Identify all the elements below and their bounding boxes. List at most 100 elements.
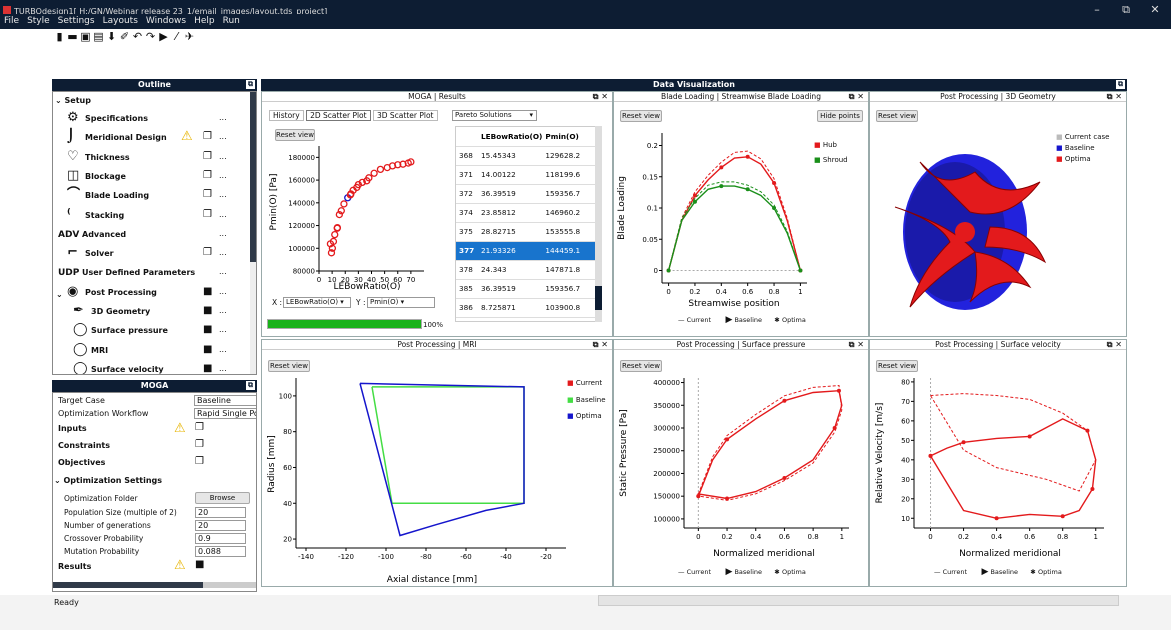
x-axis-select[interactable]: LEBowRatio(O) ▾	[283, 297, 351, 308]
menu-run[interactable]: Run	[222, 16, 240, 26]
open-folder-icon[interactable]: ▬	[67, 30, 78, 43]
pane-controls[interactable]: ⧉ ✕	[592, 340, 608, 349]
outline-item-thickness[interactable]: ♡ Thickness ❐...	[53, 149, 248, 168]
opt-settings-section[interactable]: ⌄ Optimization Settings	[54, 476, 163, 485]
reset-view-button[interactable]: Reset view	[620, 110, 662, 122]
stop-icon[interactable]: ⁄	[175, 30, 178, 43]
table-row[interactable]: 372 36.39519 159356.7	[456, 184, 596, 204]
workflow-select[interactable]: Rapid Single Point	[194, 408, 256, 419]
hide-points-button[interactable]: Hide points	[817, 110, 863, 122]
table-row[interactable]: 378 24.343 147871.8	[456, 260, 596, 280]
pane-controls[interactable]: ⧉ ✕	[1106, 92, 1122, 101]
more-button[interactable]: ...	[219, 306, 227, 315]
outline-item-specifications[interactable]: ⚙ Specifications...	[53, 110, 248, 129]
run-icon[interactable]: ▶	[159, 30, 168, 43]
more-button[interactable]: ...	[219, 267, 227, 277]
expand-icon[interactable]: ⌄	[56, 289, 63, 299]
window-icon[interactable]: ❐	[203, 131, 212, 143]
more-button[interactable]: ...	[219, 286, 227, 296]
outline-item-stacking[interactable]: ⁽ Stacking ❐...	[53, 207, 248, 226]
table-row[interactable]: 375 28.82715 153555.8	[456, 222, 596, 242]
menu-file[interactable]: File	[4, 16, 20, 26]
generations-spinbox[interactable]: 20	[195, 520, 246, 531]
more-button[interactable]: ...	[219, 228, 227, 238]
more-button[interactable]: ...	[219, 325, 227, 335]
pin-icon[interactable]: ✈	[184, 30, 195, 43]
wand-icon[interactable]: ✐	[119, 30, 130, 43]
window-icon[interactable]: ❐	[203, 150, 212, 162]
objectives-label[interactable]: Objectives	[58, 458, 106, 467]
moga-scrollbar[interactable]	[53, 582, 256, 588]
col-header-lebow[interactable]: LEBowRatio(O)	[478, 127, 543, 147]
outline-item-surface-velocity[interactable]: ◯ Surface velocity ■...	[53, 361, 248, 374]
outline-item-advanced[interactable]: ADV Advanced...	[53, 226, 248, 245]
outline-item-post-processing[interactable]: ⌄ ◉ Post Processing ■...	[53, 284, 248, 303]
more-button[interactable]: ...	[219, 170, 227, 180]
new-file-icon[interactable]: ▮	[56, 30, 63, 43]
table-scrollbar[interactable]	[595, 126, 602, 322]
y-axis-select[interactable]: Pmin(O) ▾	[367, 297, 435, 308]
redo-icon[interactable]: ↷	[145, 30, 156, 43]
table-row[interactable]: 374 23.85812 146960.2	[456, 203, 596, 223]
table-row[interactable]: 368 15.45343 129628.2	[456, 146, 596, 166]
more-button[interactable]: ...	[219, 151, 227, 161]
window-icon[interactable]: ❐	[203, 208, 212, 220]
population-spinbox[interactable]: 20	[195, 507, 246, 518]
save-icon[interactable]: ▣	[80, 30, 91, 43]
menu-windows[interactable]: Windows	[145, 16, 187, 26]
outline-scrollbar[interactable]	[250, 92, 256, 374]
table-row[interactable]: 377 21.93326 144459.1	[456, 241, 596, 261]
window-icon[interactable]: ❐	[195, 456, 204, 467]
outline-item-3d-geometry[interactable]: ✒ 3D Geometry ■...	[53, 303, 248, 322]
window-icon[interactable]: ❐	[203, 247, 212, 259]
setup-section[interactable]: ⌄ Setup	[55, 96, 91, 105]
pareto-dropdown[interactable]: Pareto Solutions ▾	[452, 110, 537, 121]
more-button[interactable]: ...	[219, 132, 227, 142]
crossover-field[interactable]: 0.9	[195, 533, 246, 544]
save-as-icon[interactable]: ▤	[93, 30, 104, 43]
menu-layouts[interactable]: Layouts	[102, 16, 138, 26]
window-icon[interactable]: ■	[203, 343, 213, 355]
mutation-field[interactable]: 0.088	[195, 546, 246, 557]
more-button[interactable]: ...	[219, 113, 227, 122]
float-icon[interactable]: ⧉	[246, 381, 255, 390]
reset-view-button[interactable]: Reset view	[620, 360, 662, 372]
pane-controls[interactable]: ⧉ ✕	[1106, 340, 1122, 349]
browse-button[interactable]: Browse	[195, 492, 250, 504]
tab-history[interactable]: History	[269, 110, 304, 121]
more-button[interactable]: ...	[219, 209, 227, 219]
close-button[interactable]: ✕	[1150, 3, 1160, 16]
col-header-pmin[interactable]: Pmin(O)	[542, 127, 596, 147]
outline-item-blade-loading[interactable]: ⌒ Blade Loading ❐...	[53, 187, 248, 206]
maximize-button[interactable]: ⧉	[1122, 3, 1130, 16]
pane-controls[interactable]: ⧉ ✕	[592, 92, 608, 101]
table-row[interactable]: 386 8.725871 103900.8	[456, 298, 596, 318]
results-label[interactable]: Results	[58, 562, 92, 571]
window-icon[interactable]: ❐	[195, 422, 204, 433]
more-button[interactable]: ...	[219, 190, 227, 200]
outline-item-mri[interactable]: ◯ MRI ■...	[53, 342, 248, 361]
reset-view-button[interactable]: Reset view	[876, 360, 918, 372]
window-icon[interactable]: ❐	[203, 169, 212, 181]
pane-controls[interactable]: ⧉ ✕	[848, 340, 864, 349]
reset-view-button[interactable]: Reset view	[275, 129, 315, 141]
more-button[interactable]: ...	[219, 248, 227, 258]
float-icon[interactable]: ⧉	[246, 80, 255, 89]
outline-scroll-thumb[interactable]	[250, 92, 256, 262]
tab-3d-scatter[interactable]: 3D Scatter Plot	[372, 110, 438, 121]
reset-view-button[interactable]: Reset view	[268, 360, 310, 372]
outline-item-surface-pressure[interactable]: ◯ Surface pressure ■...	[53, 322, 248, 341]
outline-item-blockage[interactable]: ◫ Blockage ❐...	[53, 168, 248, 187]
window-icon[interactable]: ■	[203, 305, 213, 316]
constraints-label[interactable]: Constraints	[58, 441, 111, 450]
reset-view-button[interactable]: Reset view	[876, 110, 918, 122]
more-button[interactable]: ...	[219, 344, 227, 354]
menu-style[interactable]: Style	[27, 16, 50, 26]
undo-icon[interactable]: ↶	[132, 30, 143, 43]
table-row[interactable]: 385 36.39519 159356.7	[456, 279, 596, 299]
outline-item-solver[interactable]: ⌐ Solver ❐...	[53, 245, 248, 264]
table-row[interactable]: 371 14.00122 118199.6	[456, 165, 596, 185]
outline-item-user-defined-parameters[interactable]: UDP User Defined Parameters...	[53, 264, 248, 283]
more-button[interactable]: ...	[219, 363, 227, 373]
outline-item-meridional-design[interactable]: ⌡ Meridional Design ⚠ ❐...	[53, 129, 248, 148]
